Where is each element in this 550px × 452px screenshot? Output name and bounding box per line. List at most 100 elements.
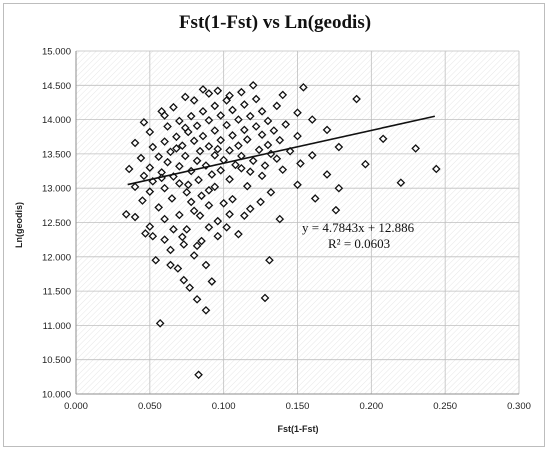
- data-point: [334, 183, 344, 193]
- data-point: [210, 101, 220, 111]
- data-point: [248, 80, 258, 90]
- data-point: [248, 156, 258, 166]
- data-point: [257, 107, 267, 116]
- data-point: [228, 105, 237, 115]
- data-point: [204, 115, 214, 125]
- data-point: [175, 210, 184, 220]
- x-tick-labels: 0.000 0.050 0.100 0.150 0.200 0.250 0.300: [64, 401, 531, 412]
- data-point: [281, 120, 291, 129]
- data-point: [178, 141, 187, 150]
- data-points: [121, 80, 441, 380]
- data-point: [166, 260, 175, 270]
- data-point: [160, 183, 169, 193]
- x-tick-label: 0.150: [286, 401, 310, 412]
- data-point: [219, 198, 228, 208]
- y-tick-label: 14.500: [42, 81, 71, 92]
- data-point: [237, 87, 246, 97]
- x-axis-label: Fst(1-Fst): [278, 424, 319, 434]
- y-tick-label: 10.500: [42, 355, 71, 366]
- data-point: [154, 152, 164, 161]
- data-point: [242, 181, 252, 191]
- data-point: [189, 206, 199, 216]
- data-point: [197, 236, 206, 246]
- data-point: [130, 182, 140, 192]
- data-point: [182, 225, 192, 234]
- data-point: [240, 211, 249, 220]
- data-point: [169, 102, 178, 112]
- data-point: [175, 179, 184, 188]
- data-point: [148, 231, 158, 241]
- axes: [75, 51, 519, 395]
- data-point: [138, 196, 147, 205]
- y-tick-labels: 10.000 10.500 11.000 11.500 12.000 12.500 13.0…: [42, 47, 71, 401]
- data-point: [201, 305, 211, 315]
- data-point: [192, 241, 202, 251]
- data-point: [331, 205, 341, 215]
- y-tick-label: 11.500: [43, 287, 71, 298]
- data-point: [198, 107, 208, 116]
- data-point: [275, 214, 285, 224]
- data-point: [210, 126, 220, 135]
- data-point: [192, 121, 202, 131]
- x-tick-label: 0.250: [433, 401, 457, 412]
- data-point: [145, 127, 155, 137]
- data-point: [296, 159, 305, 168]
- y-tick-label: 14.000: [42, 115, 71, 126]
- y-tick-label: 10.000: [42, 390, 71, 401]
- data-point: [242, 135, 252, 144]
- data-point: [141, 229, 150, 238]
- data-point: [245, 111, 255, 121]
- data-point: [431, 164, 441, 174]
- y-tick-label: 12.500: [42, 218, 71, 229]
- data-point: [257, 171, 267, 181]
- data-point: [210, 182, 220, 192]
- data-point: [139, 118, 149, 127]
- data-point: [183, 180, 193, 190]
- data-point: [169, 225, 178, 234]
- data-point: [275, 135, 285, 145]
- data-point: [225, 91, 234, 100]
- data-point: [228, 131, 237, 140]
- data-point: [163, 157, 172, 167]
- data-point: [167, 194, 177, 203]
- data-point: [237, 163, 246, 173]
- data-point: [307, 115, 317, 124]
- data-point: [145, 187, 155, 196]
- data-point: [192, 295, 202, 304]
- data-point: [197, 191, 206, 201]
- data-point: [185, 283, 195, 292]
- data-point: [216, 135, 226, 145]
- x-tick-label: 0.300: [507, 401, 531, 412]
- gridlines: [75, 50, 520, 395]
- data-point: [260, 293, 270, 303]
- data-point: [166, 147, 175, 157]
- data-point: [189, 251, 199, 260]
- data-point: [361, 159, 370, 169]
- data-point: [145, 222, 155, 231]
- data-point: [207, 277, 217, 286]
- data-point: [198, 131, 208, 141]
- data-point: [245, 167, 255, 177]
- data-point: [245, 204, 255, 214]
- data-point: [160, 235, 169, 244]
- x-tick-label: 0.000: [64, 401, 88, 412]
- data-point: [251, 122, 261, 131]
- data-point: [293, 180, 302, 190]
- data-point: [307, 150, 317, 160]
- data-point: [222, 96, 231, 105]
- data-point: [213, 86, 223, 96]
- data-point: [251, 94, 261, 104]
- data-point: [272, 154, 282, 164]
- data-point: [130, 138, 140, 148]
- data-point: [163, 122, 172, 131]
- data-point: [151, 255, 161, 265]
- data-point: [234, 229, 243, 239]
- data-point: [225, 174, 234, 184]
- data-point: [265, 255, 274, 265]
- data-point: [178, 232, 187, 242]
- data-point: [194, 370, 203, 380]
- data-point: [154, 203, 164, 212]
- data-point: [124, 164, 134, 174]
- data-point: [234, 115, 243, 124]
